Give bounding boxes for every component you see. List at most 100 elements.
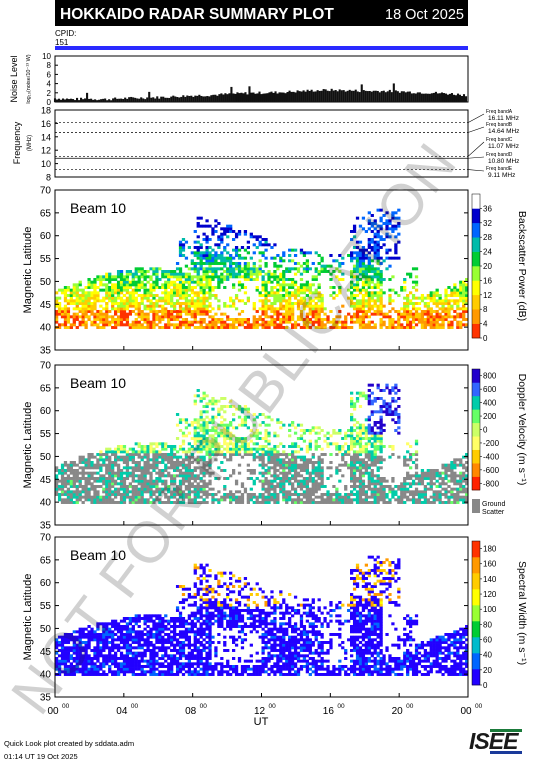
power-cell (217, 235, 221, 239)
velocity-cell (264, 487, 268, 491)
velocity-cell (447, 474, 451, 478)
velocity-cell (125, 485, 130, 488)
power-cell (240, 283, 245, 287)
power-cell (291, 280, 295, 284)
velocity-cell (202, 434, 206, 438)
velocity-cell (187, 479, 191, 483)
velocity-cell (69, 466, 73, 470)
velocity-cell (438, 490, 442, 494)
power-cell (432, 294, 436, 297)
power-cell (232, 318, 236, 321)
velocity-cell (299, 487, 304, 491)
velocity-cell (187, 458, 191, 462)
velocity-cell (267, 498, 271, 502)
velocity-cell (181, 450, 186, 454)
velocity-cell (196, 418, 200, 422)
power-cell (261, 283, 265, 287)
velocity-cell (311, 490, 315, 494)
velocity-cell (99, 466, 103, 470)
velocity-cell (338, 469, 342, 472)
velocity-cell (190, 421, 194, 424)
power-cell (279, 288, 283, 292)
power-cell (305, 323, 309, 327)
power-cell (119, 270, 124, 273)
velocity-cell (226, 429, 230, 432)
velocity-cell (131, 450, 135, 454)
power-cell (388, 227, 392, 231)
velocity-cell (111, 466, 115, 470)
power-cell (111, 320, 115, 324)
velocity-cell (311, 501, 315, 504)
power-cell (438, 323, 442, 327)
velocity-cell (187, 498, 191, 502)
power-cell (305, 264, 309, 268)
velocity-cell (158, 455, 162, 459)
power-cell (391, 227, 395, 231)
velocity-cell (429, 482, 433, 486)
velocity-cell (453, 463, 457, 467)
power-cell (450, 288, 454, 292)
velocity-cell (202, 421, 206, 424)
power-cell (450, 299, 454, 303)
power-cell (411, 296, 416, 300)
power-cell (152, 307, 156, 311)
velocity-cell (187, 490, 191, 494)
velocity-cell (234, 437, 239, 440)
power-cell (196, 267, 200, 271)
power-cell (134, 320, 138, 324)
velocity-cell (211, 498, 215, 502)
velocity-cell (252, 413, 256, 416)
power-cell (167, 320, 171, 324)
power-cell (299, 299, 304, 303)
power-cell (137, 278, 141, 281)
power-cell (164, 280, 168, 284)
velocity-cell (444, 490, 448, 494)
velocity-cell (373, 498, 377, 502)
power-cell (170, 302, 174, 305)
velocity-cell (291, 463, 295, 467)
power-cell (282, 283, 286, 287)
power-cell (296, 304, 301, 308)
power-cell (57, 296, 62, 300)
velocity-cell (208, 434, 212, 438)
power-cell (217, 238, 221, 241)
velocity-cell (364, 437, 368, 440)
power-cell (358, 259, 363, 263)
power-cell (122, 304, 127, 308)
velocity-cell (75, 495, 79, 499)
power-cell (382, 243, 386, 247)
power-cell (205, 272, 209, 276)
power-cell (211, 275, 215, 279)
velocity-cell (69, 482, 73, 486)
velocity-cell (155, 490, 159, 494)
velocity-cell (373, 458, 377, 462)
velocity-cell (60, 493, 65, 496)
velocity-cell (246, 442, 250, 446)
frequency-band-connector (467, 126, 485, 133)
velocity-cell (358, 405, 363, 408)
power-cell (137, 288, 141, 292)
velocity-cell (155, 458, 159, 462)
power-cell (350, 259, 354, 263)
velocity-cell (279, 463, 283, 467)
power-cell (462, 291, 466, 295)
power-cell (282, 312, 286, 316)
power-cell (376, 254, 380, 257)
power-cell (193, 326, 197, 329)
velocity-cell (320, 458, 324, 462)
power-cell (99, 280, 103, 284)
velocity-cell (81, 495, 85, 499)
power-cell (131, 294, 135, 297)
velocity-cell (122, 501, 127, 504)
velocity-cell (69, 477, 73, 480)
velocity-cell (352, 461, 357, 464)
velocity-cell (55, 466, 59, 470)
velocity-cell (143, 469, 147, 472)
velocity-cell (66, 463, 71, 467)
noise-ytick-label: 6 (47, 70, 52, 79)
velocity-cell (84, 461, 88, 464)
power-cell (358, 318, 363, 321)
power-cell (232, 275, 236, 279)
power-cell (202, 267, 206, 271)
velocity-cell (385, 413, 389, 416)
